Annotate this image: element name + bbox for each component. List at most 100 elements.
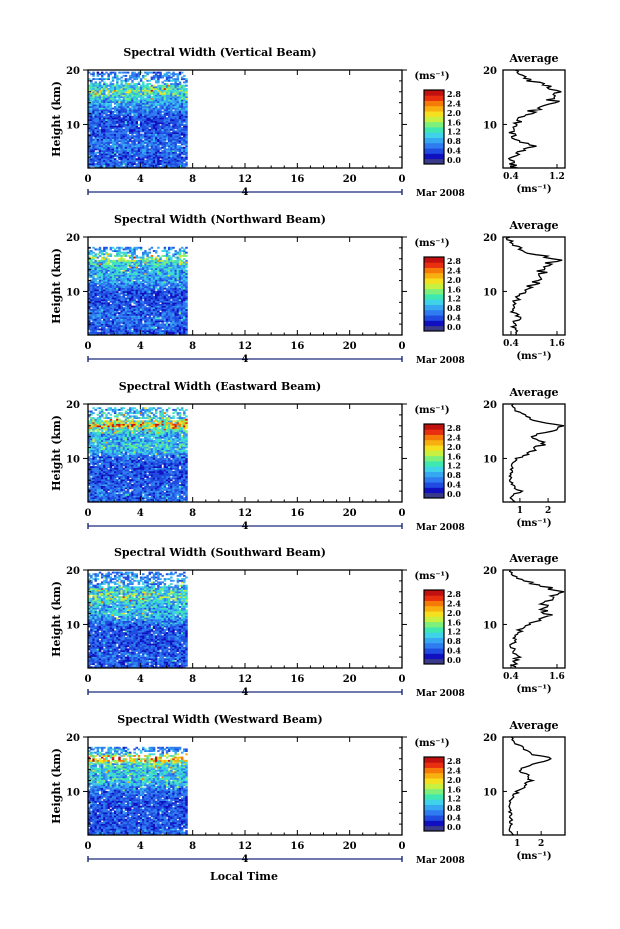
heatmap-cell (152, 158, 156, 161)
heatmap-cell (155, 266, 158, 269)
heatmap-cell (174, 96, 177, 99)
heatmap-cell (142, 133, 145, 136)
heatmap-cell (163, 109, 167, 112)
heatmap-cell (90, 326, 93, 329)
heatmap-cell (126, 141, 130, 144)
heatmap-cell (165, 128, 169, 131)
heatmap-cell (135, 297, 139, 300)
heatmap-cell (165, 102, 169, 105)
heatmap-cell (172, 246, 175, 249)
heatmap-cell (157, 292, 160, 295)
heatmap-cell (163, 307, 167, 310)
heatmap-cell (96, 114, 100, 117)
heatmap-cell (107, 146, 110, 149)
heatmap-cell (139, 94, 143, 97)
heatmap-cell (90, 91, 93, 94)
heatmap-cell (96, 286, 100, 288)
heatmap-cell (96, 328, 100, 331)
heatmap-cell (174, 120, 177, 123)
heatmap-cell (111, 145, 115, 148)
heatmap-cell (139, 320, 143, 323)
heatmap-cell (170, 286, 173, 288)
heatmap-cell (96, 253, 100, 256)
heatmap-cell (96, 261, 100, 264)
heatmap-cell (142, 302, 145, 305)
heatmap-cell (96, 166, 100, 169)
heatmap-cell (111, 269, 115, 272)
heatmap-cell (111, 264, 115, 267)
heatmap-cell (167, 310, 171, 313)
heatmap-cell (183, 325, 186, 328)
heatmap-cell (122, 150, 126, 152)
heatmap-cell (163, 74, 167, 77)
heatmap-cell (152, 153, 156, 156)
heatmap-cell (157, 323, 160, 326)
heatmap-cell (152, 323, 156, 326)
heatmap-cell (90, 286, 93, 288)
heatmap-cell (133, 74, 136, 77)
heatmap-cell (120, 300, 123, 303)
heatmap-cell (137, 102, 141, 105)
heatmap-cell (172, 318, 175, 321)
heatmap-cell (137, 295, 141, 298)
heatmap-cell (109, 286, 113, 288)
heatmap-cell (178, 259, 182, 262)
heatmap-cell (180, 150, 184, 152)
heatmap-cell (180, 163, 184, 166)
heatmap-cell (172, 300, 175, 303)
heatmap-cell (118, 328, 121, 331)
heatmap-cell (144, 110, 147, 113)
heatmap-cell (163, 73, 167, 76)
heatmap-cell (124, 74, 128, 77)
heatmap-cell (94, 156, 97, 159)
heatmap-cell (88, 289, 91, 292)
heatmap-cell (150, 119, 154, 121)
average-x-tick-label: 1.6 (549, 339, 565, 349)
heatmap-cell (135, 112, 139, 115)
heatmap-cell (100, 135, 104, 138)
heatmap-cell (180, 315, 184, 318)
heatmap-cell (159, 305, 162, 308)
heatmap-cell (111, 325, 115, 328)
heatmap-cell (178, 87, 182, 90)
heatmap-cell (90, 302, 93, 305)
heatmap-cell (144, 101, 147, 103)
heatmap-cell (150, 120, 154, 123)
heatmap-cell (90, 102, 93, 105)
heatmap-cell (100, 104, 104, 107)
heatmap-cell (142, 253, 145, 256)
heatmap-cell (139, 104, 143, 107)
heatmap-cell (105, 105, 108, 108)
heatmap-cell (129, 331, 132, 334)
heatmap-cell (118, 114, 121, 117)
heatmap-cell (137, 161, 141, 164)
heatmap-cell (152, 143, 156, 146)
heatmap-cell (131, 102, 134, 105)
heatmap-cell (185, 286, 188, 288)
heatmap-cell (137, 308, 141, 311)
heatmap-cell (157, 333, 160, 336)
heatmap-cell (122, 312, 126, 315)
heatmap-cell (167, 261, 171, 264)
heatmap-cell (124, 107, 128, 110)
heatmap-cell (98, 115, 102, 118)
heatmap-cell (100, 292, 104, 295)
heatmap-cell (180, 132, 184, 134)
heatmap-cell (150, 297, 154, 300)
heatmap-cell (111, 166, 115, 169)
heatmap-cell (124, 312, 128, 315)
heatmap-cell (94, 287, 97, 290)
heatmap-cell (180, 84, 184, 87)
heatmap-cell (126, 279, 130, 282)
heatmap-cell (100, 101, 104, 103)
heatmap-cell (124, 140, 128, 143)
heatmap-cell (174, 163, 177, 166)
heatmap-cell (129, 263, 132, 266)
heatmap-cell (172, 164, 175, 167)
heatmap-cell (137, 331, 141, 334)
heatmap-cell (150, 312, 154, 315)
heatmap-cell (176, 146, 180, 149)
heatmap-cell (94, 320, 97, 323)
heatmap-cell (167, 299, 171, 301)
heatmap-cell (170, 277, 173, 280)
